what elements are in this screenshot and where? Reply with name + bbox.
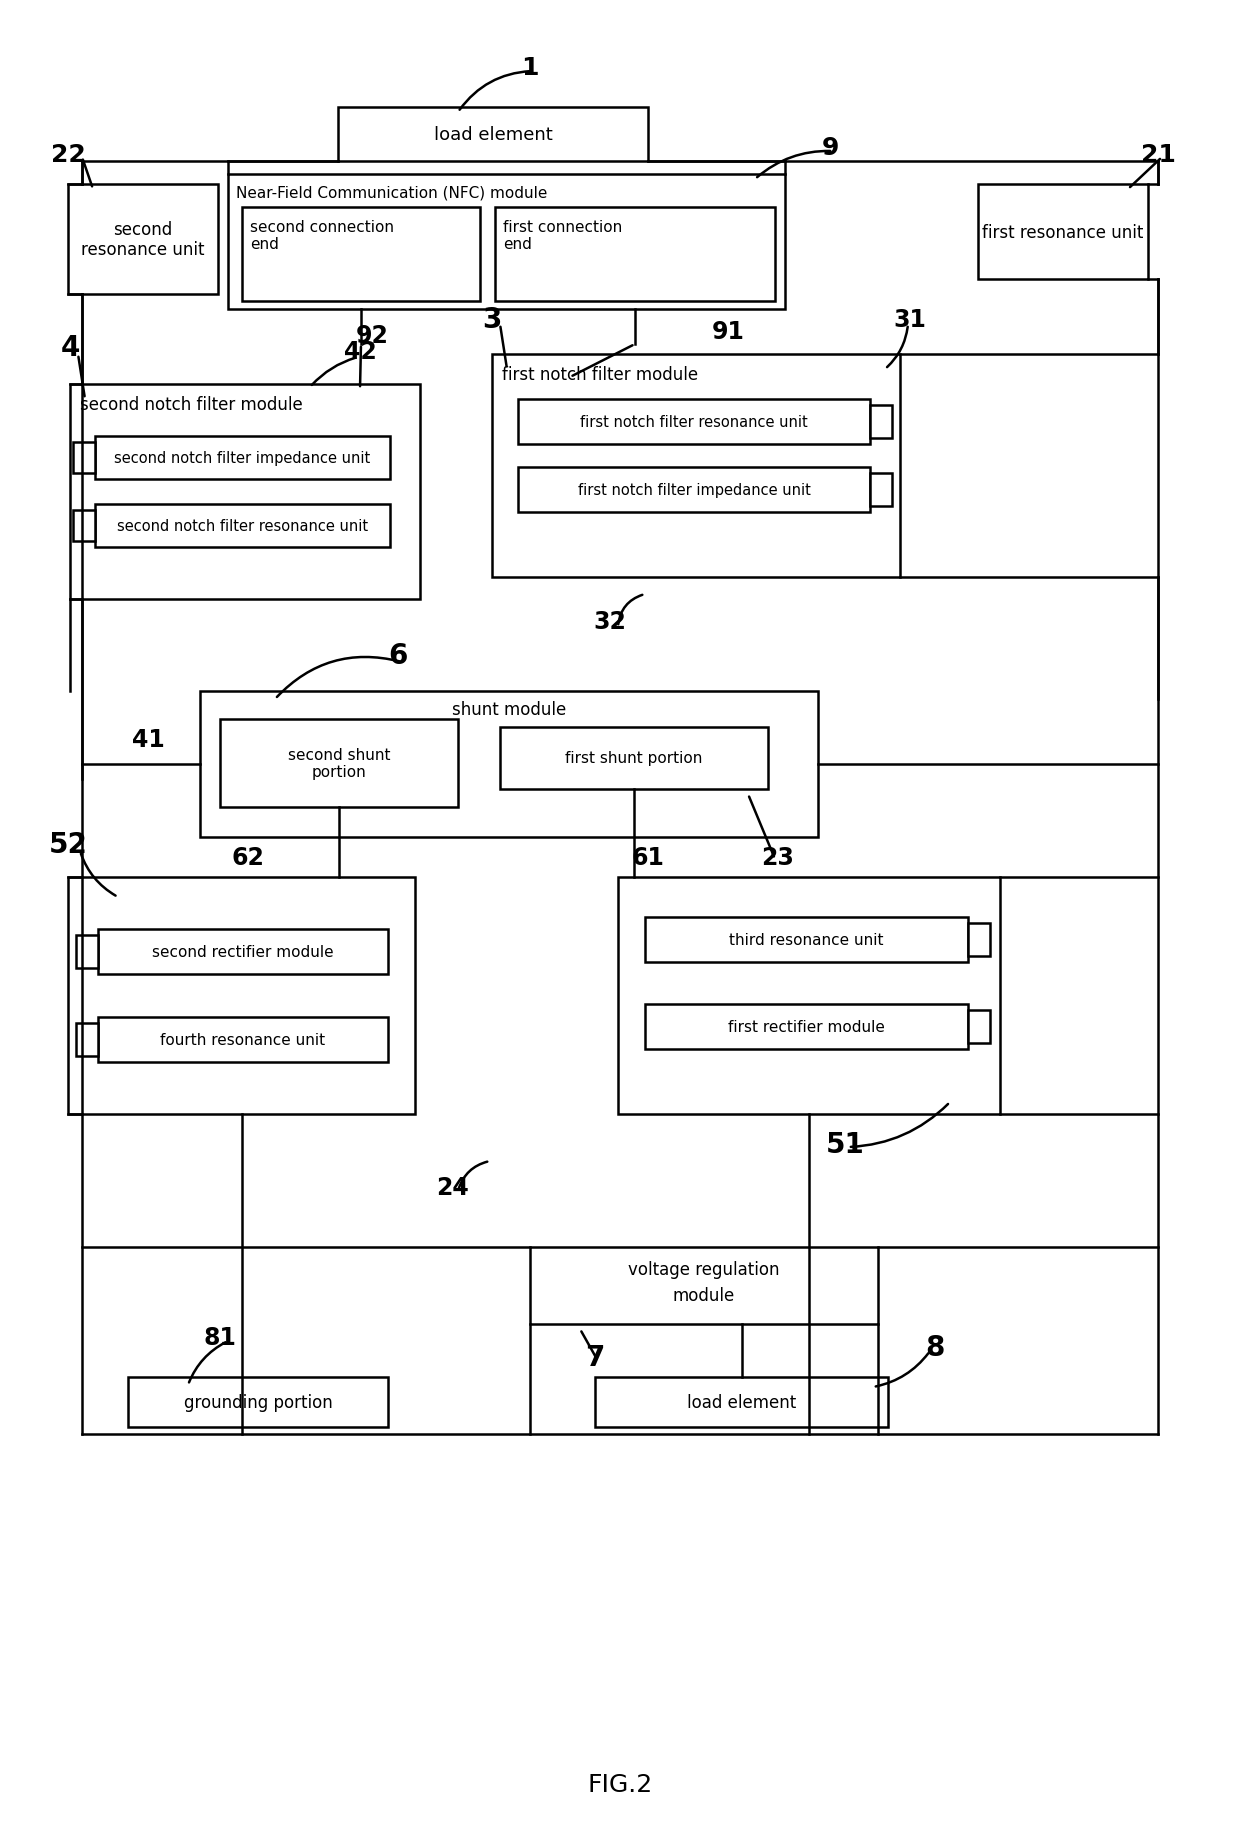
Bar <box>529 1248 878 1325</box>
Bar <box>968 923 990 956</box>
Text: load element: load element <box>434 126 552 145</box>
Bar <box>128 1378 388 1427</box>
Bar <box>200 692 818 837</box>
Text: 61: 61 <box>631 846 665 870</box>
Text: 9: 9 <box>821 136 838 159</box>
Bar <box>68 185 218 295</box>
Text: first rectifier module: first rectifier module <box>728 1019 885 1035</box>
Bar <box>73 511 95 542</box>
Text: Near-Field Communication (NFC) module: Near-Field Communication (NFC) module <box>236 185 547 200</box>
Bar <box>242 207 480 302</box>
Text: 7: 7 <box>585 1343 605 1370</box>
Bar <box>518 467 870 513</box>
Text: first shunt portion: first shunt portion <box>565 751 703 766</box>
Text: second notch filter resonance unit: second notch filter resonance unit <box>117 518 368 533</box>
Text: second notch filter impedance unit: second notch filter impedance unit <box>114 451 371 465</box>
Bar <box>76 1024 98 1057</box>
Text: third resonance unit: third resonance unit <box>729 932 884 947</box>
Text: fourth resonance unit: fourth resonance unit <box>160 1033 326 1048</box>
Text: 1: 1 <box>521 57 538 81</box>
Text: first notch filter module: first notch filter module <box>502 366 698 383</box>
Text: shunt module: shunt module <box>451 700 567 718</box>
Bar <box>618 878 999 1114</box>
Bar <box>76 936 98 969</box>
Text: second notch filter module: second notch filter module <box>81 396 303 414</box>
Text: 41: 41 <box>131 727 165 751</box>
Bar <box>98 929 388 975</box>
Text: 91: 91 <box>712 321 744 344</box>
Text: 42: 42 <box>343 339 377 365</box>
Bar <box>339 108 649 161</box>
Text: 21: 21 <box>1141 143 1176 167</box>
Bar <box>595 1378 888 1427</box>
Text: second
resonance unit: second resonance unit <box>82 220 205 260</box>
Bar <box>228 174 785 310</box>
Text: FIG.2: FIG.2 <box>588 1772 652 1795</box>
Text: 6: 6 <box>388 641 408 671</box>
Text: 4: 4 <box>61 333 79 361</box>
Bar <box>95 436 391 480</box>
Text: module: module <box>673 1286 735 1304</box>
Bar <box>73 443 95 474</box>
Bar <box>219 720 458 808</box>
Text: second connection
end: second connection end <box>250 220 394 253</box>
Bar <box>518 399 870 445</box>
Text: first notch filter impedance unit: first notch filter impedance unit <box>578 484 811 498</box>
Bar <box>69 385 420 599</box>
Text: 23: 23 <box>761 846 795 870</box>
Text: grounding portion: grounding portion <box>184 1394 332 1411</box>
Text: 51: 51 <box>826 1130 864 1158</box>
Bar <box>870 405 892 438</box>
Text: 3: 3 <box>482 306 502 333</box>
Text: 52: 52 <box>48 830 88 859</box>
Bar <box>95 506 391 548</box>
Bar <box>98 1017 388 1063</box>
Text: second rectifier module: second rectifier module <box>153 945 334 960</box>
Text: 81: 81 <box>203 1325 237 1348</box>
Bar <box>500 727 768 790</box>
Text: load element: load element <box>687 1394 796 1411</box>
Bar <box>870 474 892 507</box>
Text: second shunt
portion: second shunt portion <box>288 747 391 780</box>
Text: 22: 22 <box>51 143 86 167</box>
Bar <box>68 878 415 1114</box>
Text: 62: 62 <box>232 846 264 870</box>
Bar <box>492 355 900 577</box>
Bar <box>978 185 1148 280</box>
Bar <box>495 207 775 302</box>
Bar <box>645 918 968 962</box>
Bar <box>968 1011 990 1044</box>
Text: 32: 32 <box>594 610 626 634</box>
Text: 31: 31 <box>894 308 926 332</box>
Text: first resonance unit: first resonance unit <box>982 224 1143 242</box>
Bar <box>645 1004 968 1050</box>
Text: first connection
end: first connection end <box>503 220 622 253</box>
Text: voltage regulation: voltage regulation <box>629 1260 780 1279</box>
Text: 24: 24 <box>435 1176 469 1200</box>
Text: first notch filter resonance unit: first notch filter resonance unit <box>580 414 808 431</box>
Text: 92: 92 <box>356 324 388 348</box>
Text: 8: 8 <box>925 1334 945 1361</box>
